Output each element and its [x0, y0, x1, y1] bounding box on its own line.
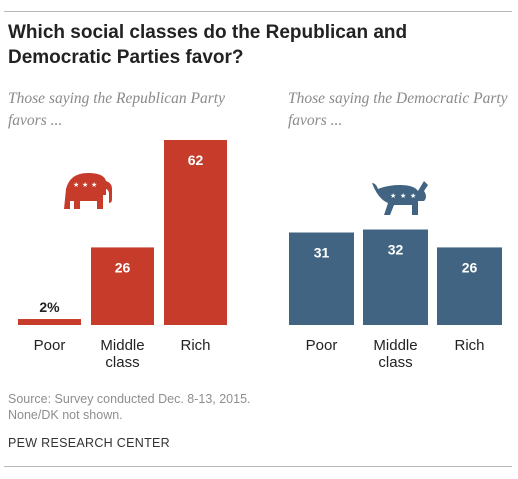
republican-elephant-icon: ★ ★ ★ [64, 173, 112, 209]
chart-title: Which social classes do the Republican a… [8, 22, 408, 68]
democratic-bar-middle-class [363, 229, 428, 325]
democratic-donkey-icon: ★ ★ ★ [372, 181, 428, 215]
democratic-bar-poor [289, 232, 354, 325]
democratic-category-label-middle-class: Middle class [373, 337, 417, 371]
democratic-value-label-rich: 26 [462, 259, 478, 275]
democratic-value-label-middle-class: 32 [388, 242, 404, 258]
democratic-bars: 31 Poor 32 Middle class 26 Rich [289, 229, 502, 371]
democratic-bar-rich [437, 247, 502, 325]
none-dk-note: None/DK not shown. [8, 408, 123, 422]
top-rule [4, 11, 512, 12]
svg-text:★: ★ [73, 181, 79, 189]
svg-text:★: ★ [400, 192, 406, 200]
source-note: Source: Survey conducted Dec. 8-13, 2015… [8, 392, 251, 406]
svg-text:★: ★ [410, 192, 416, 200]
pew-research-center-logo: PEW RESEARCH CENTER [8, 436, 170, 450]
republican-value-label-poor: 2% [39, 299, 60, 315]
republican-bar-rich [164, 140, 227, 325]
republican-value-label-middle-class: 26 [115, 259, 131, 275]
republican-bar-middle-class [91, 247, 154, 325]
democratic-value-label-poor: 31 [314, 245, 330, 261]
bottom-rule [4, 466, 512, 467]
republican-category-label-middle-class: Middle class [100, 337, 144, 371]
democratic-category-label-poor: Poor [306, 337, 338, 354]
republican-panel-subtitle: Those saying the Republican Party favors… [8, 90, 225, 129]
svg-text:★: ★ [390, 192, 396, 200]
republican-category-label-rich: Rich [180, 337, 210, 354]
svg-text:★: ★ [82, 181, 88, 189]
democratic-category-label-rich: Rich [454, 337, 484, 354]
republican-category-label-poor: Poor [34, 337, 66, 354]
bar-charts: ★ ★ ★ ★ ★ ★ 2% Poor 26 Middle class 62 Rich 31… [18, 140, 502, 371]
republican-bars: 2% Poor 26 Middle class 62 Rich [18, 140, 227, 371]
republican-bar-poor [18, 319, 81, 325]
democratic-panel-subtitle: Those saying the Democratic Party favors… [288, 90, 508, 129]
svg-text:★: ★ [91, 181, 97, 189]
republican-value-label-rich: 62 [188, 152, 204, 168]
